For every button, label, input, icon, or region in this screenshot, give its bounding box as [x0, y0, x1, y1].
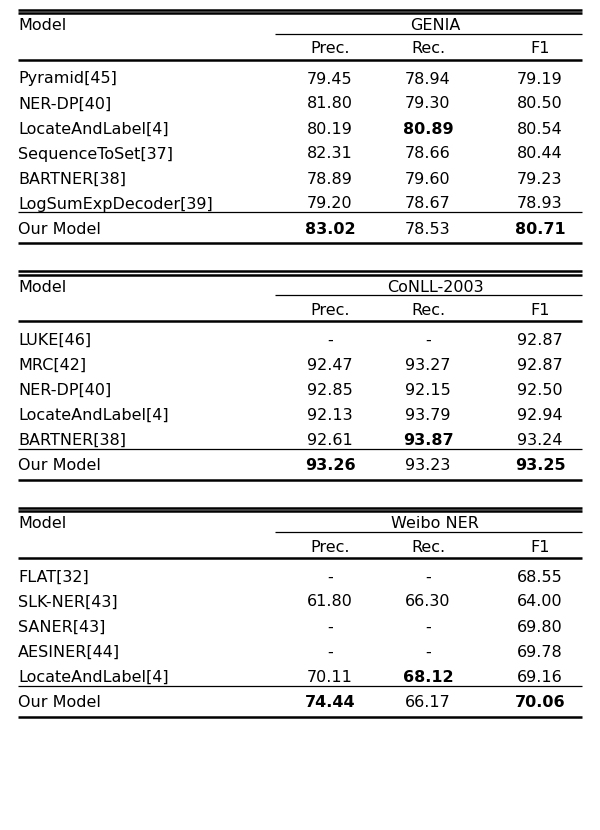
Text: 78.67: 78.67 — [405, 197, 451, 212]
Text: SANER[43]: SANER[43] — [18, 619, 106, 634]
Text: 79.20: 79.20 — [307, 197, 353, 212]
Text: Model: Model — [18, 516, 66, 531]
Text: Prec.: Prec. — [310, 540, 350, 554]
Text: SLK-NER[43]: SLK-NER[43] — [18, 594, 118, 609]
Text: BARTNER[38]: BARTNER[38] — [18, 172, 126, 187]
Text: 70.06: 70.06 — [515, 695, 565, 710]
Text: -: - — [425, 645, 431, 660]
Text: 78.66: 78.66 — [405, 147, 451, 162]
Text: LogSumExpDecoder[39]: LogSumExpDecoder[39] — [18, 197, 213, 212]
Text: 93.25: 93.25 — [515, 458, 565, 473]
Text: -: - — [327, 619, 333, 634]
Text: 93.79: 93.79 — [405, 408, 451, 423]
Text: 93.24: 93.24 — [517, 433, 563, 448]
Text: 82.31: 82.31 — [307, 147, 353, 162]
Text: 78.94: 78.94 — [405, 71, 451, 86]
Text: GENIA: GENIA — [410, 18, 460, 33]
Text: LocateAndLabel[4]: LocateAndLabel[4] — [18, 121, 169, 136]
Text: Prec.: Prec. — [310, 303, 350, 318]
Text: 93.23: 93.23 — [406, 458, 451, 473]
Text: NER-DP[40]: NER-DP[40] — [18, 96, 111, 111]
Text: 74.44: 74.44 — [305, 695, 355, 710]
Text: 79.19: 79.19 — [517, 71, 563, 86]
Text: Model: Model — [18, 18, 66, 33]
Text: -: - — [327, 333, 333, 348]
Text: 93.87: 93.87 — [403, 433, 454, 448]
Text: Rec.: Rec. — [411, 540, 445, 554]
Text: 64.00: 64.00 — [517, 594, 563, 609]
Text: CoNLL-2003: CoNLL-2003 — [386, 280, 484, 295]
Text: 80.71: 80.71 — [515, 222, 565, 237]
Text: 92.15: 92.15 — [405, 383, 451, 398]
Text: 93.27: 93.27 — [405, 358, 451, 373]
Text: 61.80: 61.80 — [307, 594, 353, 609]
Text: 80.44: 80.44 — [517, 147, 563, 162]
Text: 92.87: 92.87 — [517, 333, 563, 348]
Text: Our Model: Our Model — [18, 458, 101, 473]
Text: 78.93: 78.93 — [517, 197, 563, 212]
Text: 93.26: 93.26 — [305, 458, 355, 473]
Text: MRC[42]: MRC[42] — [18, 358, 86, 373]
Text: 79.23: 79.23 — [517, 172, 563, 187]
Text: LocateAndLabel[4]: LocateAndLabel[4] — [18, 670, 169, 685]
Text: SequenceToSet[37]: SequenceToSet[37] — [18, 147, 173, 162]
Text: 78.89: 78.89 — [307, 172, 353, 187]
Text: 92.85: 92.85 — [307, 383, 353, 398]
Text: -: - — [425, 569, 431, 584]
Text: 83.02: 83.02 — [305, 222, 355, 237]
Text: Pyramid[45]: Pyramid[45] — [18, 71, 117, 86]
Text: 92.61: 92.61 — [307, 433, 353, 448]
Text: 92.47: 92.47 — [307, 358, 353, 373]
Text: 68.12: 68.12 — [403, 670, 454, 685]
Text: 79.60: 79.60 — [405, 172, 451, 187]
Text: 92.50: 92.50 — [517, 383, 563, 398]
Text: Rec.: Rec. — [411, 303, 445, 318]
Text: 92.13: 92.13 — [307, 408, 353, 423]
Text: 66.30: 66.30 — [405, 594, 451, 609]
Text: 81.80: 81.80 — [307, 96, 353, 111]
Text: 68.55: 68.55 — [517, 569, 563, 584]
Text: 69.16: 69.16 — [517, 670, 563, 685]
Text: F1: F1 — [530, 540, 550, 554]
Text: 78.53: 78.53 — [405, 222, 451, 237]
Text: 69.80: 69.80 — [517, 619, 563, 634]
Text: Our Model: Our Model — [18, 222, 101, 237]
Text: 92.87: 92.87 — [517, 358, 563, 373]
Text: 92.94: 92.94 — [517, 408, 563, 423]
Text: Weibo NER: Weibo NER — [391, 516, 479, 531]
Text: 80.19: 80.19 — [307, 121, 353, 136]
Text: 70.11: 70.11 — [307, 670, 353, 685]
Text: 80.89: 80.89 — [403, 121, 454, 136]
Text: 80.54: 80.54 — [517, 121, 563, 136]
Text: 79.45: 79.45 — [307, 71, 353, 86]
Text: 66.17: 66.17 — [405, 695, 451, 710]
Text: Model: Model — [18, 280, 66, 295]
Text: 79.30: 79.30 — [405, 96, 451, 111]
Text: Prec.: Prec. — [310, 42, 350, 56]
Text: -: - — [425, 619, 431, 634]
Text: FLAT[32]: FLAT[32] — [18, 569, 89, 584]
Text: -: - — [425, 333, 431, 348]
Text: Our Model: Our Model — [18, 695, 101, 710]
Text: F1: F1 — [530, 42, 550, 56]
Text: LUKE[46]: LUKE[46] — [18, 333, 91, 348]
Text: F1: F1 — [530, 303, 550, 318]
Text: -: - — [327, 569, 333, 584]
Text: Rec.: Rec. — [411, 42, 445, 56]
Text: AESINER[44]: AESINER[44] — [18, 645, 120, 660]
Text: BARTNER[38]: BARTNER[38] — [18, 433, 126, 448]
Text: -: - — [327, 645, 333, 660]
Text: LocateAndLabel[4]: LocateAndLabel[4] — [18, 408, 169, 423]
Text: 69.78: 69.78 — [517, 645, 563, 660]
Text: 80.50: 80.50 — [517, 96, 563, 111]
Text: NER-DP[40]: NER-DP[40] — [18, 383, 111, 398]
